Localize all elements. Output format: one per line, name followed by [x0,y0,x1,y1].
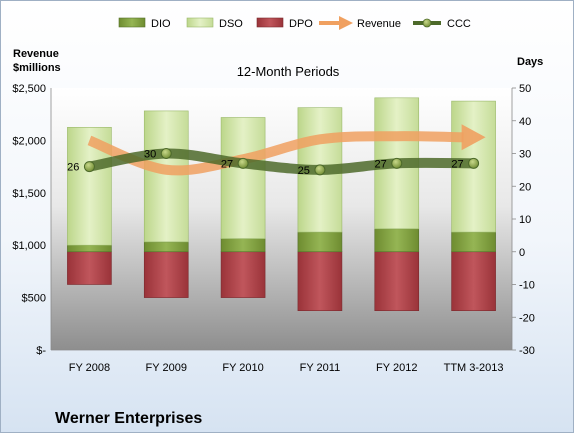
legend: DIO DSO DPO Revenue CCC [118,16,471,30]
legend-dio-label: DIO [151,18,171,30]
legend-dpo-swatch [256,17,284,28]
category-label: FY 2012 [376,362,417,374]
plot-area [51,88,512,350]
bar-group [67,97,496,312]
bar-dso [220,117,266,239]
right-tick-label: -20 [519,312,535,324]
revenue-arrow [87,124,486,176]
ccc-line: 26 30 27 25 27 27 [67,148,480,177]
ccc-data-label: 26 [67,162,79,174]
chart-title: 12-Month Periods [237,64,340,79]
bar-dpo [220,251,266,298]
ccc-data-label: 27 [221,158,233,170]
legend-dpo-label: DPO [289,18,313,30]
legend-dso-label: DSO [219,18,243,30]
bar-dpo [143,251,189,298]
legend-ccc-line-icon [413,18,441,28]
category-label: TTM 3-2013 [444,362,504,374]
bar-dpo [67,251,112,285]
ccc-point [391,157,403,169]
left-axis-label-line1: Revenue [13,48,59,60]
left-axis-label-line2: $millions [13,62,61,74]
bar-dio [143,241,189,253]
bar-dso [143,110,189,243]
ccc-point [468,157,480,169]
category-label: FY 2011 [300,362,341,374]
ccc-line-path [84,148,479,175]
bar-dio [451,231,496,253]
revenue-line [87,131,464,176]
ccc-point [314,164,326,176]
company-name: Werner Enterprises [55,410,202,427]
ccc-point [83,161,95,173]
bar-dio [220,238,266,253]
left-tick-label: $2,500 [12,83,46,95]
category-label: FY 2010 [222,362,263,374]
right-tick-labels: -30 -20 -10 0 10 20 30 40 50 [512,83,535,357]
bar-dio [67,244,112,253]
right-axis-label: Days [517,56,543,68]
right-tick-label: 10 [519,214,531,226]
ccc-point [237,157,249,169]
bar-dio [374,228,420,253]
category-label: FY 2009 [146,362,187,374]
right-tick-label: 40 [519,116,531,128]
left-tick-labels: $- $500 $1,000 $1,500 $2,000 $2,500 [12,83,46,357]
ccc-data-label: 25 [298,165,310,177]
left-tick-label: $1,000 [12,240,46,252]
ccc-data-label: 30 [144,149,156,161]
right-tick-label: 20 [519,181,531,193]
legend-dso-swatch [186,17,214,28]
legend-dio-swatch [118,17,146,28]
ccc-data-label: 27 [375,158,387,170]
legend-ccc-label: CCC [447,18,471,30]
bar-dpo [451,251,496,312]
right-tick-label: 0 [519,247,525,259]
ccc-data-label: 27 [451,158,463,170]
revenue-arrowhead [461,124,486,151]
bar-dpo [297,251,343,312]
right-tick-label: 50 [519,83,531,95]
right-tick-label: -30 [519,345,535,357]
legend-revenue-arrow-icon [319,16,353,30]
category-labels: FY 2008 FY 2009 FY 2010 FY 2011 FY 2012 TTM 3… [69,362,504,374]
right-tick-label: -10 [519,280,535,292]
right-tick-label: 30 [519,149,531,161]
ccc-point [160,148,172,159]
left-tick-label: $2,000 [12,135,46,147]
bar-dio [297,231,343,253]
category-label: FY 2008 [69,362,110,374]
left-tick-label: $500 [22,293,46,305]
bar-dpo [374,251,420,312]
legend-revenue-label: Revenue [357,18,401,30]
left-tick-label: $- [36,345,46,357]
left-tick-label: $1,500 [12,188,46,200]
